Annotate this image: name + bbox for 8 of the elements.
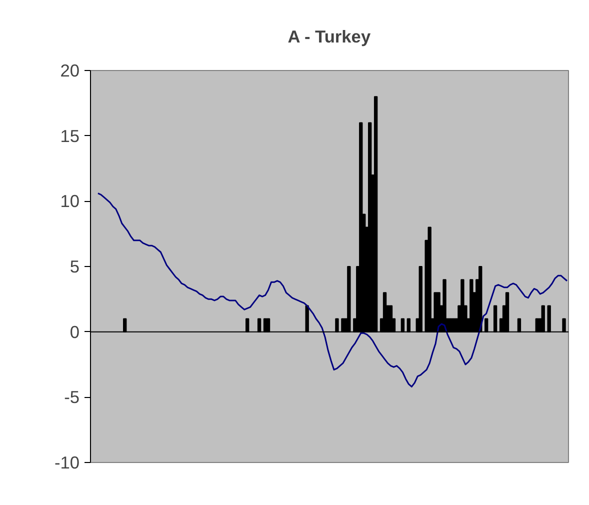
- y-tick-label: 15: [60, 126, 80, 146]
- y-tick-label: -10: [54, 452, 80, 472]
- y-tick-label: -5: [64, 387, 80, 408]
- y-tick-label: 10: [60, 191, 80, 212]
- y-tick-label: 5: [70, 256, 80, 276]
- y-tick-label: 20: [60, 60, 80, 80]
- chart-title: A - Turkey: [288, 26, 371, 46]
- y-tick-label: 0: [70, 322, 80, 342]
